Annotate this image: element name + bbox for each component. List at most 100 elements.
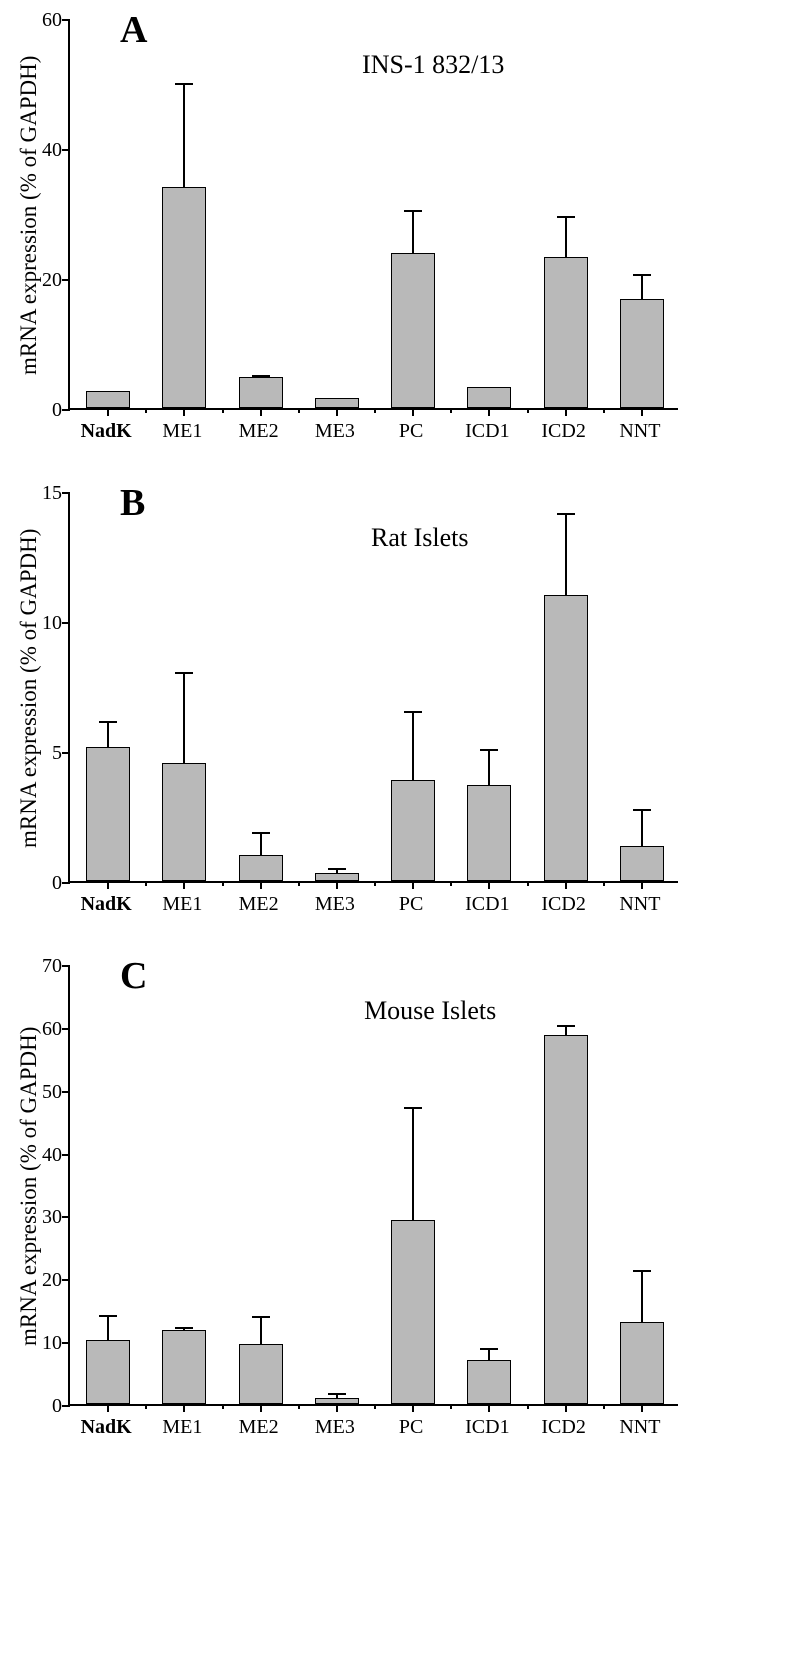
- bar: [544, 257, 588, 408]
- x-label: ME2: [221, 1416, 297, 1439]
- error-cap: [633, 274, 651, 276]
- plot: [68, 493, 678, 883]
- x-tick-mark: [412, 408, 414, 416]
- error-bar: [260, 833, 262, 855]
- bar: [162, 1330, 206, 1404]
- error-cap: [404, 711, 422, 713]
- x-label: PC: [373, 893, 449, 916]
- x-label: PC: [373, 1416, 449, 1439]
- x-tick-mark: [336, 1404, 338, 1412]
- error-cap: [557, 1025, 575, 1027]
- error-cap: [175, 672, 193, 674]
- x-minor-tick: [603, 408, 605, 413]
- x-minor-tick: [603, 881, 605, 886]
- y-tick-labels: 151050: [42, 493, 68, 883]
- bar: [162, 187, 206, 408]
- bar: [620, 846, 664, 881]
- x-minor-tick: [450, 1404, 452, 1409]
- x-label: ME3: [297, 1416, 373, 1439]
- chart-row: mRNA expression (% of GAPDH)706050403020…: [10, 966, 771, 1439]
- bar: [467, 1360, 511, 1404]
- error-bar: [107, 722, 109, 747]
- error-cap: [480, 749, 498, 751]
- error-bar: [565, 514, 567, 595]
- bar: [391, 253, 435, 408]
- error-bar: [260, 1317, 262, 1345]
- x-label: ME2: [221, 420, 297, 443]
- x-label: ICD1: [449, 420, 525, 443]
- x-tick-mark: [565, 881, 567, 889]
- y-tick-mark: [62, 1342, 70, 1344]
- error-cap: [252, 375, 270, 377]
- x-minor-tick: [527, 881, 529, 886]
- x-minor-tick: [145, 881, 147, 886]
- x-label: ME1: [144, 893, 220, 916]
- x-minor-tick: [374, 1404, 376, 1409]
- x-label: NNT: [602, 893, 678, 916]
- bar: [544, 595, 588, 881]
- error-cap: [175, 83, 193, 85]
- chart-row: mRNA expression (% of GAPDH)6040200NadKM…: [10, 20, 771, 443]
- x-minor-tick: [450, 408, 452, 413]
- y-tick-mark: [62, 409, 70, 411]
- x-minor-tick: [527, 408, 529, 413]
- x-tick-mark: [488, 408, 490, 416]
- x-label: ME1: [144, 1416, 220, 1439]
- x-labels: NadKME1ME2ME3PCICD1ICD2NNT: [68, 420, 678, 443]
- plot-area: NadKME1ME2ME3PCICD1ICD2NNT: [68, 966, 678, 1439]
- x-label: ICD1: [449, 1416, 525, 1439]
- error-bar: [412, 712, 414, 780]
- error-bar: [183, 84, 185, 187]
- plot: [68, 20, 678, 410]
- x-tick-mark: [107, 1404, 109, 1412]
- x-tick-mark: [336, 408, 338, 416]
- y-axis-label: mRNA expression (% of GAPDH): [10, 966, 42, 1406]
- error-bar: [488, 750, 490, 785]
- error-cap: [557, 216, 575, 218]
- y-tick-mark: [62, 622, 70, 624]
- x-tick-mark: [641, 408, 643, 416]
- x-minor-tick: [298, 881, 300, 886]
- x-minor-tick: [222, 408, 224, 413]
- x-tick-mark: [183, 408, 185, 416]
- x-minor-tick: [374, 408, 376, 413]
- x-label: ME3: [297, 893, 373, 916]
- error-bar: [565, 1026, 567, 1035]
- bar: [544, 1035, 588, 1404]
- plot-area: NadKME1ME2ME3PCICD1ICD2NNT: [68, 493, 678, 916]
- y-tick-labels: 6040200: [42, 20, 68, 410]
- error-cap: [404, 1107, 422, 1109]
- chart-row: mRNA expression (% of GAPDH)151050NadKME…: [10, 493, 771, 916]
- x-minor-tick: [374, 881, 376, 886]
- figure-root: AINS-1 832/13mRNA expression (% of GAPDH…: [0, 0, 791, 1509]
- error-cap: [328, 868, 346, 870]
- y-axis-label: mRNA expression (% of GAPDH): [10, 20, 42, 410]
- error-bar: [412, 1108, 414, 1220]
- x-tick-mark: [488, 1404, 490, 1412]
- error-cap: [252, 832, 270, 834]
- bar: [86, 747, 130, 881]
- x-label: ICD2: [526, 420, 602, 443]
- bar: [239, 1344, 283, 1404]
- x-tick-mark: [565, 408, 567, 416]
- x-tick-mark: [183, 1404, 185, 1412]
- x-minor-tick: [222, 881, 224, 886]
- y-tick-mark: [62, 1405, 70, 1407]
- y-tick-mark: [62, 882, 70, 884]
- panel-b: BRat IsletsmRNA expression (% of GAPDH)1…: [10, 493, 771, 916]
- bar: [162, 763, 206, 881]
- x-minor-tick: [298, 1404, 300, 1409]
- bar: [467, 785, 511, 881]
- error-bar: [641, 275, 643, 298]
- x-label: PC: [373, 420, 449, 443]
- x-labels: NadKME1ME2ME3PCICD1ICD2NNT: [68, 1416, 678, 1439]
- x-minor-tick: [222, 1404, 224, 1409]
- x-label: NadK: [68, 1416, 144, 1439]
- x-tick-mark: [260, 881, 262, 889]
- plot: [68, 966, 678, 1406]
- x-tick-mark: [260, 408, 262, 416]
- x-tick-mark: [488, 881, 490, 889]
- error-cap: [633, 809, 651, 811]
- x-label: ME1: [144, 420, 220, 443]
- x-tick-mark: [107, 408, 109, 416]
